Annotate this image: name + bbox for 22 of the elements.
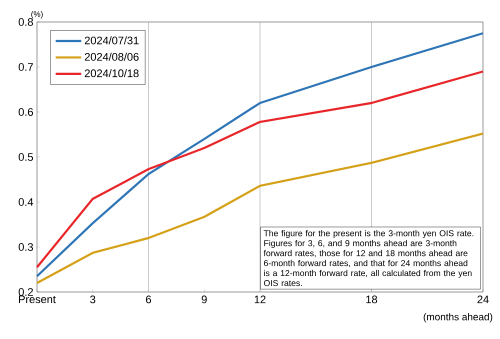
y-tick-label: 0.2 bbox=[18, 288, 33, 296]
y-tick-label: 0.5 bbox=[18, 153, 34, 161]
x-tick-label: 12 bbox=[254, 296, 266, 304]
legend-label: 2024/08/06 bbox=[84, 52, 139, 61]
line-series bbox=[36, 70, 484, 268]
x-axis-title: (months ahead) bbox=[424, 313, 492, 322]
x-tick-label: 9 bbox=[202, 296, 207, 304]
y-tick-label: 0.3 bbox=[18, 243, 33, 251]
x-tick-label: 6 bbox=[146, 296, 152, 304]
line-series bbox=[36, 32, 484, 278]
x-tick-label: 18 bbox=[366, 296, 378, 304]
x-tick-label: 3 bbox=[90, 296, 96, 304]
y-tick-label: 0.7 bbox=[18, 63, 33, 71]
y-tick-label: 0.4 bbox=[18, 198, 34, 206]
y-tick-label: 0.8 bbox=[18, 18, 33, 26]
x-tick-label: 24 bbox=[477, 296, 489, 304]
annotation: The figure for the present is the 3-month yen OIS rate. Figures for 3, 6, and 9 months ahead are 3-month forward rates, those for 12 and 18 months ahead are 6-month forward rates, and that for 24 months ahead is a 12-month forward rate, all calculated from the yen OIS rates. bbox=[264, 230, 474, 286]
legend-label: 2024/10/18 bbox=[84, 69, 139, 78]
x-tick-label: Present bbox=[19, 296, 56, 304]
y-tick-label: 0.6 bbox=[18, 108, 33, 116]
line-series bbox=[36, 132, 484, 284]
legend-label: 2024/07/31 bbox=[84, 36, 139, 44]
